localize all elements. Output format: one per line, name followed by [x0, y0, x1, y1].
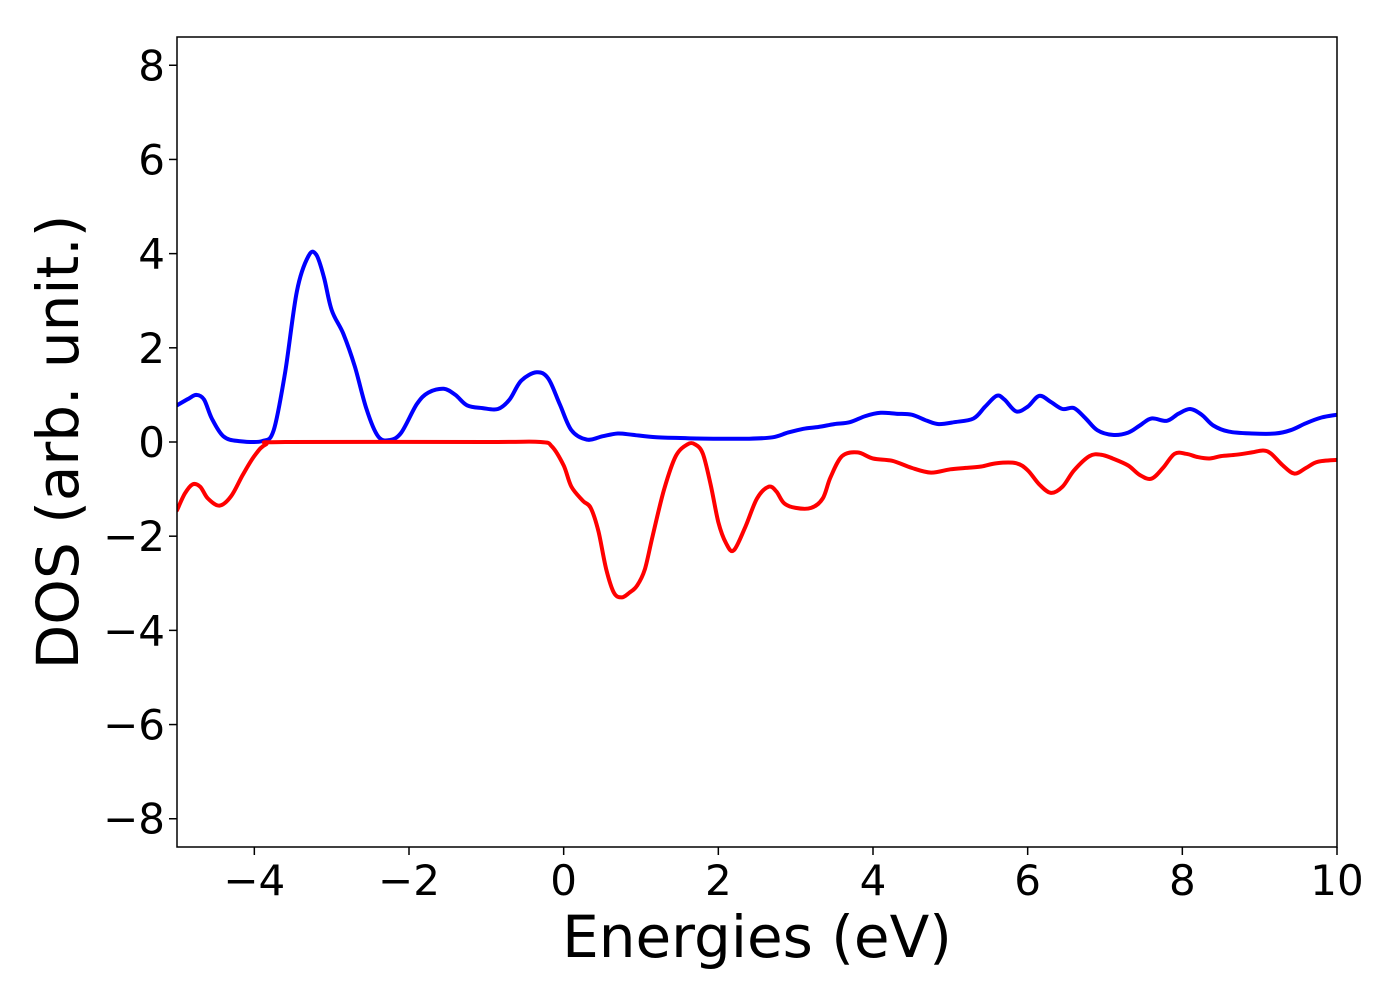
- y-tick-label: −2: [103, 512, 165, 561]
- series-line-2: [177, 439, 1337, 600]
- x-tick-label: 6: [1014, 856, 1041, 905]
- y-tick-label: 6: [138, 135, 165, 184]
- x-tick-label: 8: [1169, 856, 1196, 905]
- y-tick-label: 8: [138, 41, 165, 90]
- y-axis-label: DOS (arb. unit.): [24, 215, 92, 670]
- x-axis-label: Energies (eV): [562, 903, 952, 971]
- y-tick-label: −8: [103, 795, 165, 844]
- y-tick-label: −6: [103, 701, 165, 750]
- x-tick-label: −4: [223, 856, 285, 905]
- y-tick-label: 2: [138, 324, 165, 373]
- x-tick-label: 10: [1310, 856, 1363, 905]
- y-tick-label: −4: [103, 606, 165, 655]
- x-axis-ticks: −4 −2 0 2 4 6 8 10: [223, 847, 1364, 905]
- x-tick-label: 2: [705, 856, 732, 905]
- y-tick-label: 4: [138, 230, 165, 279]
- series-line-1: [177, 249, 1337, 445]
- series-layer: [177, 249, 1337, 600]
- y-tick-label: 0: [138, 418, 165, 467]
- y-axis-ticks: −8 −6 −4 −2 0 2 4 6 8: [103, 41, 177, 844]
- x-tick-label: 0: [550, 856, 577, 905]
- x-tick-label: −2: [378, 856, 440, 905]
- x-tick-label: 4: [860, 856, 887, 905]
